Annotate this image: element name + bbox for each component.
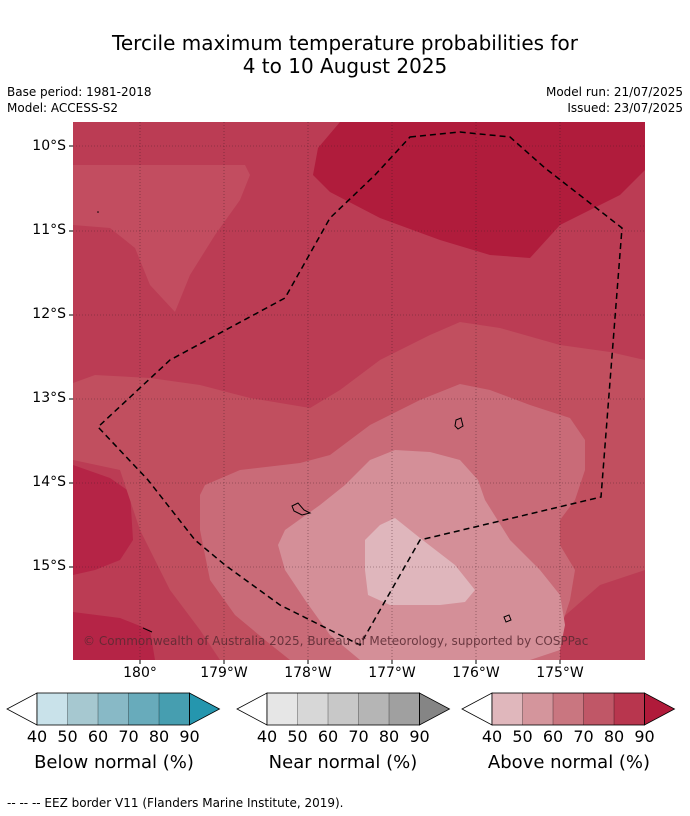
eez-footer-note: -- -- -- EEZ border V11 (Flanders Marine…: [7, 796, 344, 810]
probability-fill: [73, 122, 645, 660]
island-marker: [97, 211, 99, 213]
copyright-text: © Commonwealth of Australia 2025, Bureau…: [83, 634, 588, 648]
above-normal-tick-label: 70: [573, 727, 594, 746]
near-normal-frame: [266, 692, 420, 726]
island-marker: [291, 502, 312, 516]
above-normal-tick-label: 90: [634, 727, 655, 746]
below-normal-tick-label: 40: [26, 727, 48, 746]
island-marker: [142, 627, 153, 633]
above-normal-under-arrow: [461, 692, 493, 726]
below-normal-swatch: [98, 693, 129, 725]
below-normal-frame: [36, 692, 190, 726]
below-normal-under-arrow: [6, 692, 38, 726]
lon-label-176w: 176°W: [452, 665, 500, 681]
region-above-80-90-west: [73, 465, 133, 575]
near-normal-swatch: [267, 693, 298, 725]
colorbar-above-normal: [461, 692, 676, 726]
near-normal-tick-label: 70: [348, 727, 369, 746]
below-normal-swatch: [37, 693, 68, 725]
near-normal-tick-label: 80: [378, 727, 400, 746]
above-normal-tick-label: 60: [542, 727, 564, 746]
lat-ticks: [69, 145, 73, 568]
lat-label-13s: 13°S: [32, 390, 66, 406]
above-normal-swatch: [522, 693, 553, 725]
near-normal-swatch: [328, 693, 359, 725]
lon-label-175w: 175°W: [536, 665, 584, 681]
above-normal-tick-label: 80: [603, 727, 625, 746]
above-normal-over-arrow: [644, 692, 676, 726]
near-normal-under-arrow: [236, 692, 268, 726]
near-normal-over-arrow: [419, 692, 451, 726]
colorbar-below-normal: [6, 692, 221, 726]
near-normal-tick-label: 40: [256, 727, 278, 746]
region-above-60-70-nw: [73, 165, 250, 312]
above-normal-tick-label: 40: [481, 727, 503, 746]
island-marker: [454, 417, 464, 430]
lon-label-179w: 179°W: [200, 665, 248, 681]
above-normal-swatch: [583, 693, 614, 725]
near-normal-tick-label: 60: [317, 727, 339, 746]
below-normal-label: Below normal (%): [34, 752, 194, 773]
model-run: Model run: 21/07/2025: [545, 85, 683, 99]
region-above-lightest: [365, 518, 475, 605]
probability-map: © Commonwealth of Australia 2025, Bureau…: [69, 122, 645, 664]
region-above-80-90-sw: [73, 612, 155, 660]
island-marker: [503, 614, 512, 623]
colorbar-near-normal: [236, 692, 451, 726]
lat-label-14s: 14°S: [32, 474, 66, 490]
lat-label-15s: 15°S: [32, 558, 66, 574]
above-normal-swatch: [553, 693, 584, 725]
below-normal-swatch: [67, 693, 98, 725]
below-normal-tick-label: 50: [57, 727, 78, 746]
lat-label-12s: 12°S: [32, 306, 66, 322]
below-normal-tick-label: 70: [118, 727, 139, 746]
near-normal-swatch: [358, 693, 389, 725]
above-normal-swatch: [614, 693, 645, 725]
lon-label-180: 180°: [123, 665, 157, 681]
near-normal-swatch: [297, 693, 328, 725]
issued-date: Issued: 23/07/2025: [567, 101, 683, 115]
region-above-80-90-north: [313, 122, 645, 258]
lat-label-10s: 10°S: [32, 138, 66, 154]
below-normal-tick-label: 80: [148, 727, 170, 746]
above-normal-tick-label: 50: [512, 727, 533, 746]
below-normal-tick-label: 90: [179, 727, 200, 746]
near-normal-label: Near normal (%): [268, 752, 418, 773]
eez-border: [96, 131, 623, 646]
map-title-line2: 4 to 10 August 2025: [242, 54, 448, 78]
below-normal-swatch: [159, 693, 190, 725]
model-name: Model: ACCESS-S2: [7, 101, 119, 115]
lon-label-177w: 177°W: [368, 665, 416, 681]
below-normal-over-arrow: [189, 692, 221, 726]
lat-label-11s: 11°S: [32, 222, 66, 238]
graticule: [73, 122, 645, 660]
near-normal-tick-label: 50: [287, 727, 308, 746]
map-title-line1: Tercile maximum temperature probabilitie…: [112, 31, 578, 55]
near-normal-swatch: [389, 693, 420, 725]
above-normal-swatch: [492, 693, 523, 725]
below-normal-tick-label: 60: [87, 727, 109, 746]
lon-label-178w: 178°W: [284, 665, 332, 681]
above-normal-frame: [491, 692, 645, 726]
below-normal-swatch: [128, 693, 159, 725]
near-normal-tick-label: 90: [409, 727, 430, 746]
lon-ticks: [139, 660, 561, 664]
base-period: Base period: 1981-2018: [7, 85, 152, 99]
above-normal-label: Above normal (%): [487, 752, 651, 773]
